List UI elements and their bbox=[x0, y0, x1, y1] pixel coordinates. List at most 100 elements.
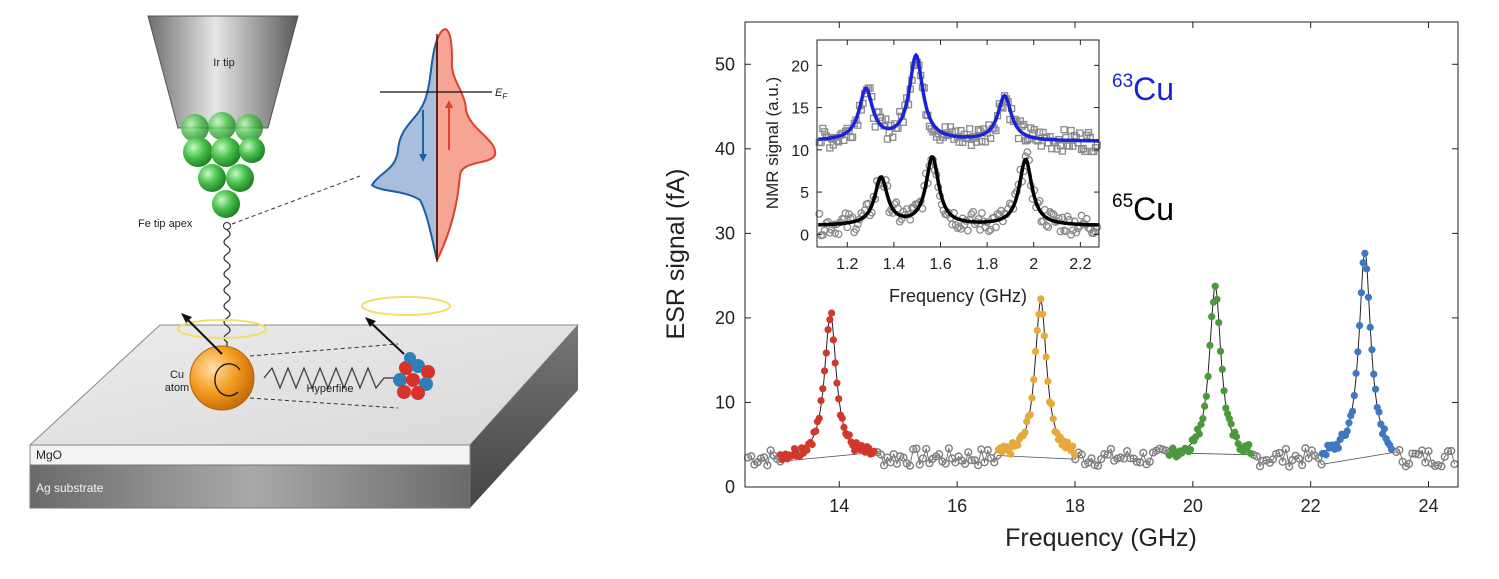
peak-1-point bbox=[815, 414, 823, 422]
background-point bbox=[1252, 452, 1261, 461]
peak-1-point bbox=[829, 336, 837, 344]
peak-1-point bbox=[822, 349, 830, 357]
peak-4-point bbox=[1334, 444, 1342, 452]
peak-4-point bbox=[1361, 249, 1369, 257]
nmr-65-point bbox=[977, 209, 986, 217]
nmr-63-point bbox=[1014, 134, 1023, 143]
peak-4-point bbox=[1366, 323, 1374, 331]
legend-65cu: 65Cu bbox=[1112, 191, 1174, 227]
nmr-63-point bbox=[966, 125, 974, 133]
background-point bbox=[763, 461, 772, 470]
inset-xlabel: Frequency (GHz) bbox=[889, 286, 1027, 306]
background-point bbox=[1123, 447, 1132, 456]
nmr-63-point bbox=[941, 123, 949, 131]
nmr-65-point bbox=[834, 230, 843, 239]
peak-1-point bbox=[845, 431, 853, 439]
peak-2-point bbox=[1031, 347, 1040, 356]
inset-x-tick-label: 2.2 bbox=[1069, 256, 1091, 273]
nmr-63-point bbox=[871, 123, 879, 131]
main-x-tick-label: 22 bbox=[1301, 496, 1321, 516]
nmr-65-point bbox=[969, 207, 978, 216]
nmr-65-point bbox=[1072, 228, 1081, 237]
peak-1-point bbox=[831, 359, 839, 367]
peak-4-point bbox=[1355, 322, 1364, 330]
background-point bbox=[1100, 449, 1109, 459]
peak-4-point bbox=[1343, 427, 1351, 435]
nmr-65-point bbox=[1056, 227, 1065, 236]
nmr-65-point bbox=[1049, 210, 1058, 219]
peak-1-point bbox=[790, 445, 799, 453]
nmr-63-point bbox=[974, 125, 983, 134]
background-point bbox=[915, 460, 924, 469]
nmr-65-point bbox=[841, 209, 850, 218]
peak-3-point bbox=[1199, 415, 1207, 423]
peak-2-point bbox=[1070, 450, 1078, 459]
background-point bbox=[922, 444, 931, 454]
peak-4-point bbox=[1359, 259, 1367, 267]
main-x-tick-label: 24 bbox=[1419, 496, 1439, 516]
background-point bbox=[1294, 454, 1304, 463]
background-point bbox=[935, 450, 944, 459]
main-y-tick-label: 50 bbox=[715, 54, 735, 74]
nmr-65-point bbox=[1058, 213, 1067, 222]
background-point bbox=[1314, 453, 1323, 463]
nmr-63-point bbox=[1018, 122, 1026, 130]
main-y-tick-label: 0 bbox=[725, 477, 735, 497]
nmr-63-point bbox=[1037, 142, 1045, 150]
nmr-63-point bbox=[1084, 128, 1093, 137]
nmr-65-point bbox=[963, 226, 972, 235]
peak-fit-1 bbox=[780, 312, 875, 456]
peak-3-point bbox=[1202, 392, 1210, 400]
background-point bbox=[918, 454, 928, 463]
substrate-label: Ag substrate bbox=[36, 481, 104, 495]
peak-4-point bbox=[1375, 408, 1383, 416]
background-point bbox=[941, 459, 950, 468]
spin-up-dos bbox=[436, 28, 497, 261]
peak-3-point bbox=[1206, 341, 1214, 350]
main-y-tick-label: 30 bbox=[715, 223, 735, 243]
background-point bbox=[1317, 460, 1326, 469]
main-plot-frame bbox=[744, 21, 1459, 488]
peak-2-point bbox=[1037, 295, 1045, 303]
spring-coupling bbox=[223, 229, 231, 352]
apex-atom bbox=[223, 222, 231, 230]
background-point bbox=[944, 444, 953, 453]
peak-2-point bbox=[1021, 428, 1029, 436]
sample-slab: MgO Ag substrate bbox=[28, 324, 580, 509]
peak-4-point bbox=[1345, 419, 1353, 427]
nmr-65-point bbox=[831, 229, 840, 237]
background-point bbox=[1077, 450, 1086, 459]
spin-dos-diagram: EF bbox=[370, 28, 508, 262]
peak-2-point bbox=[1014, 441, 1022, 449]
hyperfine-spring bbox=[263, 366, 396, 390]
nmr-63-point bbox=[848, 133, 857, 141]
cu-label-line1: Cu bbox=[170, 369, 184, 381]
peak-1-point bbox=[812, 427, 820, 435]
tip-label: Ir tip bbox=[213, 57, 234, 69]
nmr-65-point bbox=[815, 209, 824, 218]
nmr-63-point bbox=[992, 126, 1000, 135]
peak-1-point bbox=[803, 446, 811, 454]
nmr-63-point bbox=[986, 134, 995, 142]
nmr-63-point bbox=[1081, 147, 1089, 156]
peak-4-point bbox=[1364, 293, 1373, 301]
nmr-65-point bbox=[944, 208, 953, 217]
peak-2-point bbox=[1042, 353, 1050, 361]
inset-x-tick-label: 2 bbox=[1029, 256, 1038, 273]
background-point bbox=[967, 456, 976, 465]
nmr-63-point bbox=[840, 136, 848, 145]
peak-1-point bbox=[826, 316, 834, 324]
peak-2-point bbox=[1026, 410, 1034, 419]
stm-schematic: MgO Ag substrate Ir tip Fe tip apex EF bbox=[28, 15, 580, 509]
peak-3-point bbox=[1220, 387, 1228, 395]
peak-3-point bbox=[1195, 430, 1203, 438]
background-point bbox=[1281, 444, 1291, 454]
nmr-63-point bbox=[1060, 126, 1068, 134]
inset-y-tick-label: 15 bbox=[791, 101, 809, 118]
background-point bbox=[1106, 444, 1116, 454]
peak-3-point bbox=[1186, 446, 1195, 454]
main-x-tick-label: 18 bbox=[1065, 496, 1085, 516]
peak-3-point bbox=[1215, 319, 1223, 327]
peak-4-point bbox=[1354, 348, 1362, 356]
nmr-63-fit bbox=[818, 52, 1099, 143]
